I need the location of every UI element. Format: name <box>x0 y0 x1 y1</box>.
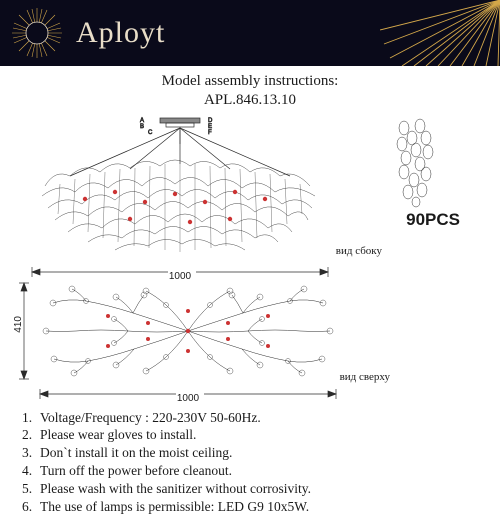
dim-depth-value: 410 <box>13 316 24 333</box>
list-item: 3.Don`t install it on the moist ceiling. <box>22 444 480 462</box>
list-item: 1.Voltage/Frequency : 220-230V 50-60Hz. <box>22 409 480 427</box>
list-item: 6.The use of lamps is permissible: LED G… <box>22 498 480 516</box>
top-view-diagram <box>38 281 338 381</box>
svg-text:C: C <box>148 130 153 136</box>
side-view-caption: вид сбоку <box>336 245 382 257</box>
pcs-count-label: 90PCS <box>406 210 460 230</box>
side-view-diagram: A B C D E F <box>30 114 330 274</box>
title-line1: Model assembly instructions: <box>0 72 500 91</box>
brand-name: Aployt <box>76 16 165 50</box>
dim-width-top: 1000 <box>38 387 338 401</box>
top-view-caption: вид сверху <box>340 371 390 383</box>
top-view-area: 410 <box>10 281 490 401</box>
pcs-crystal-icon <box>392 118 438 208</box>
instructions-list: 1.Voltage/Frequency : 220-230V 50-60Hz. … <box>0 407 500 521</box>
dim-width-side: 1000 <box>30 265 330 279</box>
side-view-area: A B C D E F <box>10 114 490 279</box>
list-item: 5.Please wash with the sanitizer without… <box>22 480 480 498</box>
list-item: 4.Turn off the power before cleanout. <box>22 462 480 480</box>
title-block: Model assembly instructions: APL.846.13.… <box>0 72 500 110</box>
dim-depth: 410 <box>16 281 32 381</box>
logo-eclipse-icon <box>10 6 64 60</box>
svg-text:B: B <box>140 124 144 130</box>
corner-rays-icon <box>380 0 500 66</box>
brand-header: Aployt <box>0 0 500 66</box>
svg-text:F: F <box>208 130 212 136</box>
title-line2: APL.846.13.10 <box>0 91 500 110</box>
dim-width-value-2: 1000 <box>38 393 338 404</box>
list-item: 2.Please wear gloves to install. <box>22 426 480 444</box>
